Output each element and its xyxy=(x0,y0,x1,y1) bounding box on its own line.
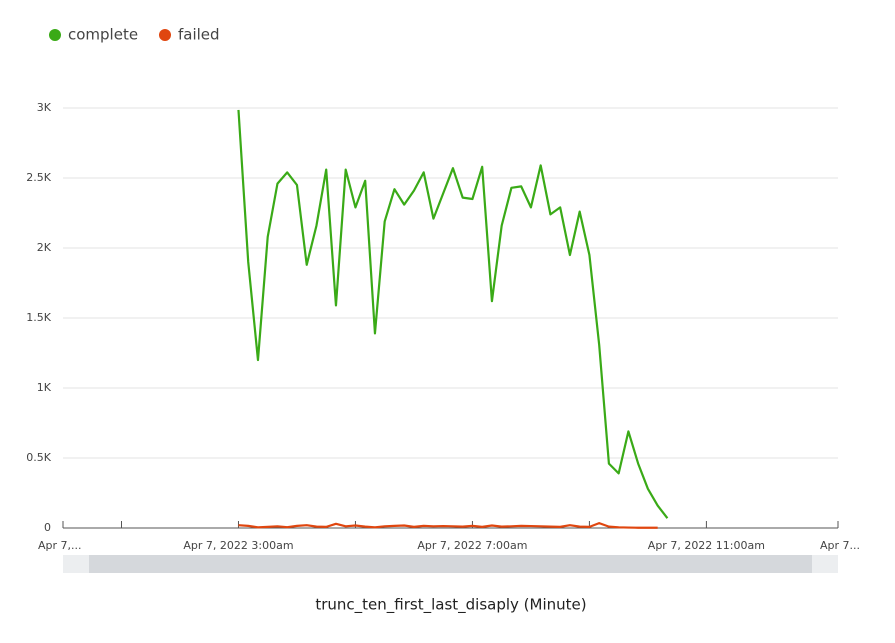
x-tick-label: Apr 7, 2022 3:00am xyxy=(183,539,293,552)
legend-label: failed xyxy=(178,26,220,44)
y-tick-label: 1.5K xyxy=(26,311,51,324)
x-axis-label: trunc_ten_first_last_disaply (Minute) xyxy=(315,596,586,615)
y-tick-label: 1K xyxy=(37,381,52,394)
y-tick-label: 0 xyxy=(44,521,51,534)
legend-marker xyxy=(159,29,171,41)
legend-label: complete xyxy=(68,26,138,44)
x-tick-label: Apr 7, 2022 11:00am xyxy=(648,539,765,552)
line-series xyxy=(238,522,658,529)
scroll-handle-right[interactable] xyxy=(812,555,838,573)
y-tick-label: 3K xyxy=(37,101,52,114)
x-tick-label: Apr 7, 2022 7:00am xyxy=(417,539,527,552)
scroll-handle-left[interactable] xyxy=(63,555,89,573)
scrollbar[interactable] xyxy=(63,555,838,573)
legend-marker xyxy=(49,29,61,41)
x-tick-label: Apr 7... xyxy=(820,539,860,552)
y-tick-label: 2K xyxy=(37,241,52,254)
line-series xyxy=(237,109,669,519)
x-tick-label: Apr 7,... xyxy=(38,539,82,552)
y-tick-label: 0.5K xyxy=(26,451,51,464)
y-tick-label: 2.5K xyxy=(26,171,51,184)
